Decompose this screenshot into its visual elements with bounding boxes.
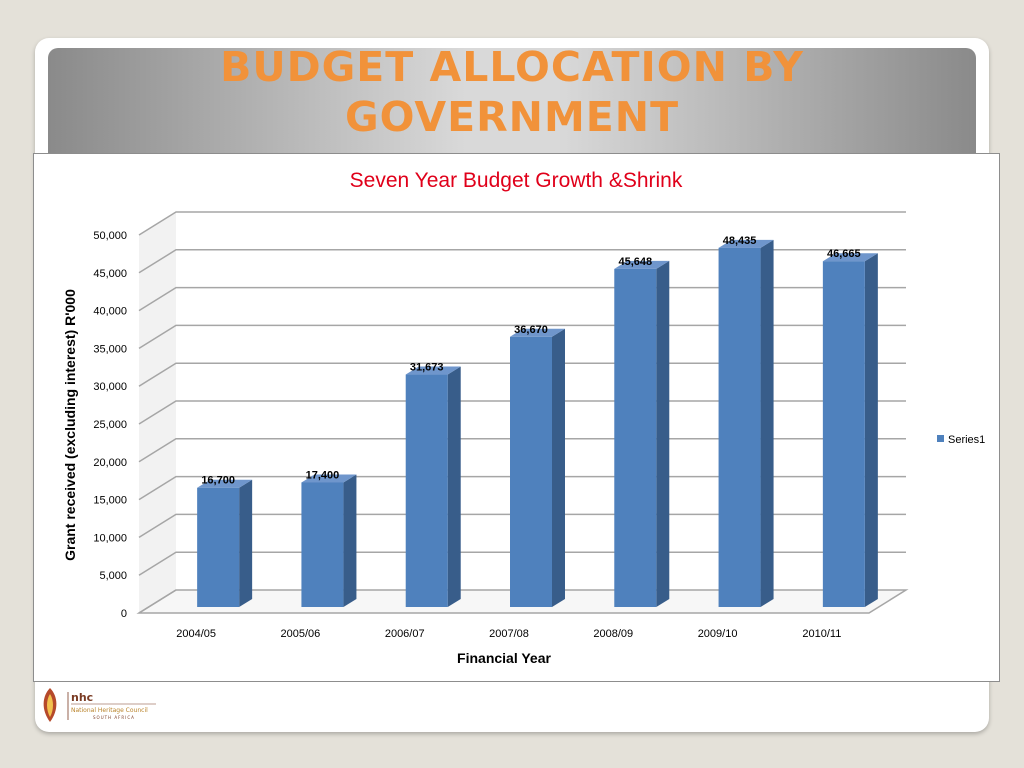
y-tick-label: 30,000	[93, 381, 127, 393]
y-tick-label: 25,000	[93, 419, 127, 431]
bar-top	[405, 366, 461, 375]
bar-side	[656, 260, 670, 607]
bar	[510, 336, 552, 607]
logo-country: SOUTH AFRICA	[93, 715, 135, 720]
bar-side	[552, 328, 565, 607]
gridline	[138, 249, 906, 274]
slide-title: BUDGET ALLOCATION BY GOVERNMENT	[48, 42, 976, 142]
data-label: 45,648	[618, 256, 652, 268]
bar	[197, 487, 240, 607]
chart-title: Seven Year Budget Growth &Shrink	[350, 169, 683, 192]
x-tick-label: 2009/10	[698, 628, 738, 640]
bar-side	[343, 474, 357, 607]
gridline	[138, 211, 906, 236]
gridline	[138, 286, 906, 312]
legend-label: Series1	[948, 434, 985, 446]
data-label: 17,400	[306, 469, 340, 481]
x-tick-label: 2007/08	[489, 628, 529, 640]
gridline-floor	[138, 589, 177, 614]
data-label: 31,673	[410, 362, 444, 374]
bar-side	[447, 366, 461, 607]
y-tick-label: 15,000	[93, 495, 127, 507]
nhc-logo-graphic: nhc National Heritage Council SOUTH AFRI…	[43, 688, 156, 722]
bar-top	[301, 474, 357, 483]
y-tick-label: 10,000	[93, 532, 127, 544]
bar	[301, 482, 344, 607]
bar-side	[239, 479, 253, 607]
bar-top	[718, 239, 774, 248]
bar-top	[822, 253, 878, 262]
x-tick-label: 2010/11	[802, 628, 841, 640]
bar-top	[510, 328, 565, 337]
chart-frame: 0 5,000 10,000 15,000 20,000 25,000 30,000 35,0…	[33, 153, 1000, 682]
slide-title-line-1: BUDGET ALLOCATION BY	[220, 43, 804, 91]
bar-side	[864, 253, 878, 608]
slide-title-line-2: GOVERNMENT	[344, 93, 680, 141]
x-axis-label: Financial Year	[457, 650, 551, 666]
logo-abbr: nhc	[71, 691, 93, 704]
bar	[614, 268, 657, 607]
y-tick-label: 35,000	[93, 343, 127, 355]
x-tick-label: 2006/07	[385, 628, 425, 640]
flame-inner-icon	[47, 694, 53, 717]
y-tick-label: 40,000	[93, 306, 127, 318]
data-label: 48,435	[723, 235, 757, 247]
bar	[405, 374, 448, 607]
legend-swatch	[937, 435, 944, 442]
y-tick-label: 0	[121, 608, 127, 620]
bar	[822, 261, 865, 607]
bar	[718, 247, 761, 607]
y-tick-label: 50,000	[93, 230, 127, 242]
y-tick-label: 20,000	[93, 457, 127, 469]
nhc-logo: nhc National Heritage Council SOUTH AFRI…	[38, 684, 160, 726]
data-label: 46,665	[827, 248, 861, 260]
bar-chart: 0 5,000 10,000 15,000 20,000 25,000 30,000 35,0…	[62, 169, 985, 666]
title-band	[48, 48, 976, 160]
x-tick-label: 2008/09	[593, 628, 633, 640]
bar-top	[614, 260, 670, 269]
data-label: 16,700	[201, 475, 235, 487]
y-axis-label: Grant received (excluding interest) R'00…	[62, 289, 78, 561]
data-label: 36,670	[514, 324, 548, 336]
y-tick-label: 45,000	[93, 268, 127, 280]
bar-top	[197, 479, 253, 488]
x-tick-label: 2005/06	[281, 628, 321, 640]
y-tick-label: 5,000	[99, 570, 127, 582]
logo-name: National Heritage Council	[71, 707, 148, 714]
x-tick-label: 2004/05	[176, 628, 216, 640]
bar-side	[760, 239, 774, 607]
